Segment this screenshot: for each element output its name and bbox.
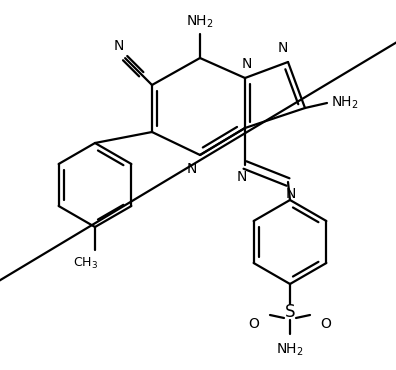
- Text: N: N: [278, 41, 288, 55]
- Text: N: N: [237, 170, 247, 184]
- Text: NH$_2$: NH$_2$: [276, 342, 304, 358]
- Text: N: N: [114, 39, 124, 53]
- Text: NH$_2$: NH$_2$: [186, 14, 214, 30]
- Text: S: S: [285, 303, 295, 321]
- Text: N: N: [286, 187, 296, 201]
- Text: CH$_3$: CH$_3$: [73, 255, 98, 270]
- Text: NH$_2$: NH$_2$: [331, 95, 359, 111]
- Text: N: N: [242, 57, 252, 71]
- Text: O: O: [321, 317, 331, 331]
- Text: N: N: [187, 162, 197, 176]
- Text: O: O: [249, 317, 259, 331]
